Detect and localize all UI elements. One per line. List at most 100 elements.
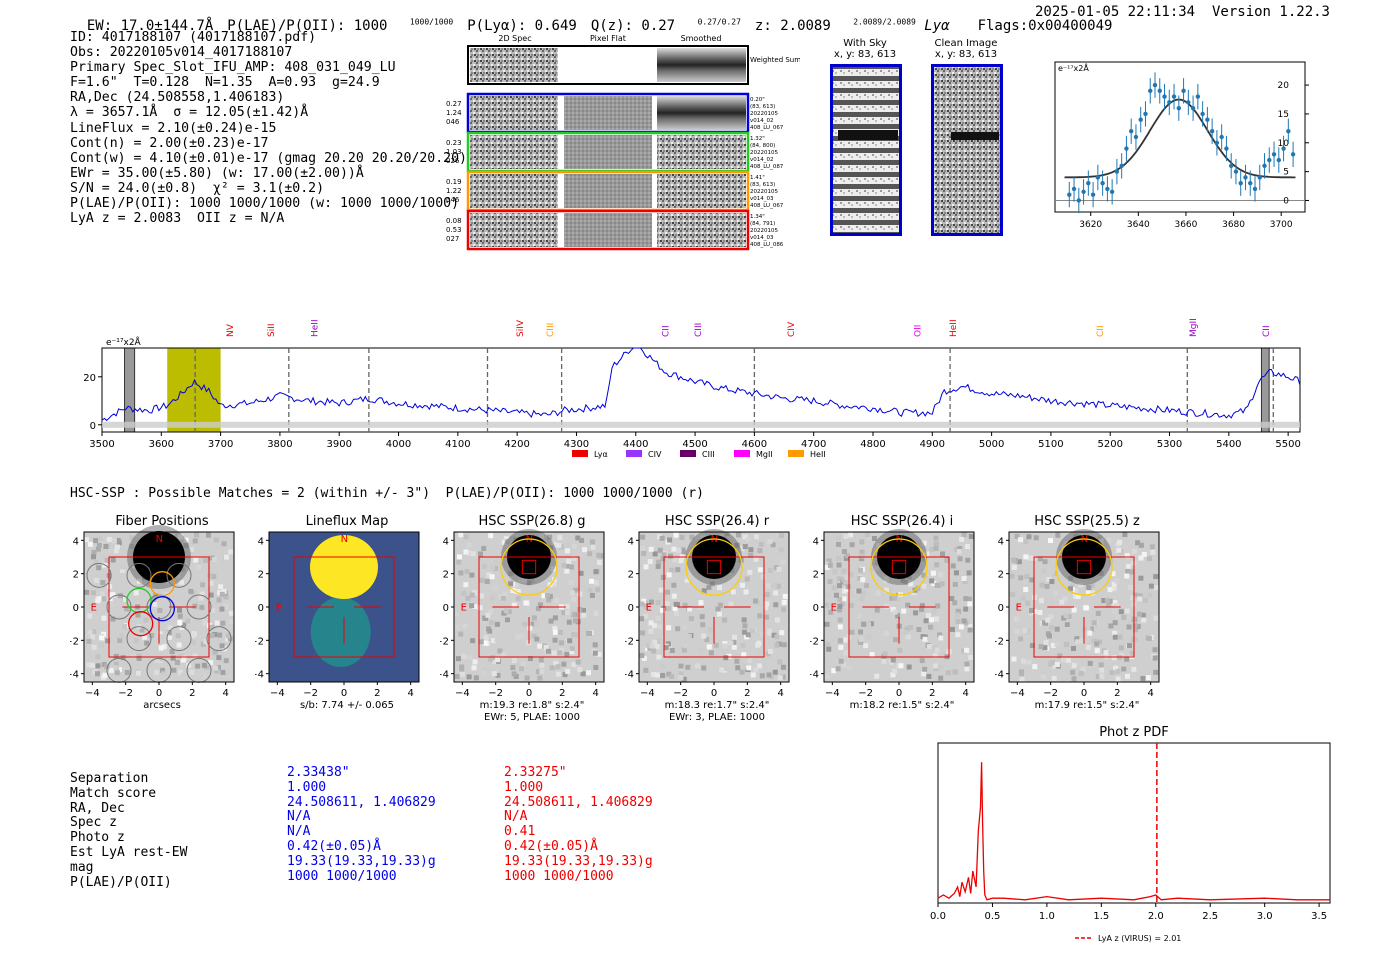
noise-pixel (539, 669, 545, 675)
noise-pixel (488, 609, 494, 615)
noise-pixel (939, 581, 945, 587)
noise-pixel (503, 536, 509, 542)
noise-pixel (470, 551, 476, 557)
strip-2dspec (470, 213, 558, 247)
noise-pixel (211, 557, 217, 563)
noise-pixel (844, 553, 850, 559)
noise-pixel (652, 639, 658, 645)
fit-data-point (1124, 146, 1129, 151)
noise-pixel (665, 605, 671, 611)
noise-pixel (596, 552, 602, 558)
noise-pixel (481, 563, 487, 569)
noise-pixel (836, 583, 842, 589)
spectrum-ytick-label: 20 (83, 373, 96, 384)
noise-pixel (1011, 557, 1017, 563)
match-table-cell: Spec z (70, 815, 117, 831)
noise-pixel (1037, 561, 1043, 567)
match-marker (521, 559, 537, 575)
noise-pixel (961, 532, 967, 538)
noise-pixel (952, 600, 958, 606)
noise-pixel (1044, 583, 1050, 589)
noise-pixel (896, 596, 902, 602)
spectrum-xtick-label: 4800 (860, 439, 885, 450)
noise-pixel (687, 606, 693, 612)
info-line: LyA z = 2.0083 OII z = N/A (70, 211, 285, 227)
noise-pixel (552, 625, 558, 631)
noise-pixel (952, 581, 958, 587)
noise-pixel (1024, 573, 1030, 579)
noise-pixel (669, 673, 675, 679)
noise-pixel (934, 562, 940, 568)
noise-pixel (180, 672, 186, 678)
noise-pixel (1070, 669, 1076, 675)
with-sky-title: With Sky x, y: 83, 613 (830, 38, 900, 60)
noise-pixel (87, 541, 93, 547)
noise-pixel (838, 638, 844, 644)
noise-pixel (1112, 630, 1118, 636)
noise-pixel (216, 597, 222, 603)
noise-pixel (949, 595, 955, 601)
noise-pixel (774, 642, 780, 648)
noise-pixel (673, 601, 679, 607)
noise-pixel (513, 583, 519, 589)
noise-pixel (489, 574, 495, 580)
noise-pixel (701, 633, 707, 639)
noise-pixel (866, 634, 872, 640)
noise-pixel (484, 579, 490, 585)
noise-pixel (835, 535, 841, 541)
noise-pixel (968, 534, 974, 540)
noise-pixel (739, 669, 745, 675)
noise-pixel (115, 537, 121, 543)
noise-pixel (122, 596, 128, 602)
noise-pixel (1095, 674, 1101, 680)
noise-pixel (1080, 666, 1086, 672)
noise-pixel (938, 664, 944, 670)
fit-data-point (1262, 163, 1267, 169)
noise-pixel (922, 666, 928, 672)
noise-pixel (938, 635, 944, 641)
noise-pixel (1129, 650, 1135, 656)
noise-pixel (1115, 676, 1121, 682)
noise-pixel (1087, 630, 1093, 636)
noise-pixel (1029, 577, 1035, 583)
noise-pixel (1146, 556, 1152, 562)
noise-pixel (932, 653, 938, 659)
strip-right-label: 1.34" (750, 214, 765, 220)
noise-pixel (845, 584, 851, 590)
fit-data-point (1086, 180, 1091, 186)
noise-pixel (757, 548, 763, 554)
noise-pixel (589, 592, 595, 598)
noise-pixel (932, 624, 938, 630)
noise-pixel (1145, 635, 1151, 641)
spectrum-line-label: MgII (1189, 318, 1199, 337)
header-plae-value: P(LAE)/P(OII): 1000 (227, 17, 388, 34)
noise-pixel (524, 675, 530, 681)
panel-xtick-label: 0 (156, 688, 162, 699)
header-qz-frac: 0.27/0.27 (697, 17, 741, 26)
header-bar: EW: 17.0±144.7Å P(LAE)/P(OII): 1000 1000/… (70, 1, 1126, 34)
noise-pixel (667, 537, 673, 543)
noise-pixel (706, 584, 712, 590)
noise-pixel (209, 624, 215, 630)
fit-axes-frame (1054, 61, 1306, 213)
noise-pixel (934, 582, 940, 588)
image-panel-plot: Lineflux Map E N −4 −4 −2 −2 0 0 2 2 4 4 s/b: 7.74 +/… (249, 514, 420, 711)
photz-title: Phot z PDF (1099, 725, 1169, 740)
fit-data-point (1152, 82, 1158, 88)
noise-pixel (120, 564, 126, 570)
noise-pixel (848, 647, 854, 653)
spectrum-xtick-label: 5200 (1097, 439, 1122, 450)
noise-pixel (648, 620, 654, 626)
noise-pixel (492, 565, 498, 571)
noise-pixel (892, 595, 898, 601)
noise-pixel (553, 660, 559, 666)
noise-pixel (1023, 554, 1029, 560)
with-sky-coords: x, y: 83, 613 (833, 49, 897, 60)
noise-pixel (956, 549, 962, 555)
noise-pixel (656, 559, 662, 565)
noise-pixel (717, 602, 723, 608)
noise-pixel (519, 633, 525, 639)
noise-pixel (766, 672, 772, 678)
